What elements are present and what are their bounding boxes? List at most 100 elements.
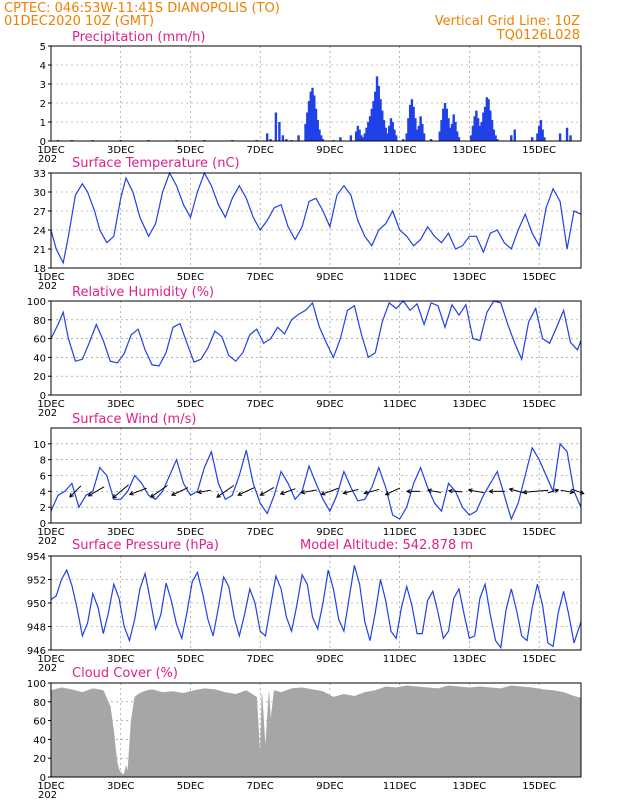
cloud-area bbox=[50, 685, 582, 778]
precip-ytick-label: 0 bbox=[40, 137, 46, 148]
temp-ytick-label: 24 bbox=[33, 226, 46, 237]
precip-bar bbox=[471, 125, 475, 141]
precip-bar bbox=[410, 99, 414, 141]
cloud-xtick-label: 9DEC bbox=[316, 781, 343, 792]
temp-xtick-label: 1DEC bbox=[37, 272, 64, 283]
wind-xtick-label: 13DEC bbox=[453, 527, 487, 538]
precip-bar bbox=[382, 120, 386, 141]
wind-arrow-shaft bbox=[343, 488, 359, 494]
precip-bar bbox=[408, 104, 412, 141]
precip-bar bbox=[415, 129, 419, 141]
cloud-ytick-label: 0 bbox=[40, 773, 46, 784]
precip-bar bbox=[407, 118, 410, 141]
precip-bar bbox=[269, 139, 272, 141]
rh-title: Relative Humidity (%) bbox=[72, 285, 214, 300]
precip-bar bbox=[487, 99, 490, 141]
temp-xtick-label: 11DEC bbox=[383, 272, 417, 283]
precip-xtick-label: 15DEC bbox=[522, 145, 556, 156]
wind-arrow-shaft bbox=[216, 485, 234, 498]
wind-arrow bbox=[216, 485, 234, 498]
pressure-xtick-label: 1DEC bbox=[37, 654, 64, 665]
rh-xtick-label: 11DEC bbox=[383, 399, 417, 410]
wind-arrow bbox=[196, 489, 212, 495]
precip-bar bbox=[281, 135, 285, 141]
precip-bar bbox=[297, 135, 300, 141]
wind-arrow-shaft bbox=[112, 484, 129, 499]
wind-arrow bbox=[149, 485, 168, 498]
precip-ytick-label: 2 bbox=[40, 99, 46, 110]
rh-ytick-label: 100 bbox=[27, 297, 46, 308]
pressure-xtick-label: 7DEC bbox=[247, 654, 274, 665]
wind-arrow bbox=[522, 489, 549, 495]
precip-bar bbox=[447, 118, 450, 141]
rh-xtick-label: 1DEC bbox=[37, 399, 64, 410]
wind-arrow bbox=[467, 488, 485, 494]
wind-xtick-label: 5DEC bbox=[177, 527, 204, 538]
wind-arrow bbox=[320, 487, 339, 496]
wind-arrow-head bbox=[69, 492, 74, 498]
precip-frame bbox=[50, 45, 582, 142]
wind-arrow-head bbox=[342, 490, 348, 495]
precip-bar bbox=[361, 137, 365, 141]
cloud-xtick-label: 3DEC bbox=[107, 781, 134, 792]
precip-bar bbox=[374, 91, 377, 141]
pressure-ytick-label: 952 bbox=[27, 576, 46, 587]
pressure-annotation: Model Altitude: 542.878 m bbox=[300, 538, 473, 553]
panels-group: Precipitation (mm/h) 0 1 2 3 4 5 1DEC 3DEC 5DEC 7D… bbox=[27, 30, 585, 800]
rh-xtick-label: 5DEC bbox=[177, 399, 204, 410]
precip-bar bbox=[401, 139, 405, 141]
precip-bar bbox=[314, 108, 318, 141]
temp-xtick-label: 15DEC bbox=[522, 272, 556, 283]
precip-bar bbox=[452, 114, 455, 141]
precip-bar bbox=[367, 122, 370, 141]
precip-bar bbox=[536, 133, 539, 141]
precip-bar bbox=[422, 133, 426, 141]
cloud-xtick-label: 7DEC bbox=[247, 781, 274, 792]
rh-ytick-label: 20 bbox=[33, 372, 46, 383]
header-run-time: 01DEC2020 10Z (GMT) bbox=[4, 14, 154, 29]
precip-bar bbox=[480, 122, 483, 141]
cloud-ytick-label: 100 bbox=[27, 679, 46, 690]
temp-xtick-label: 13DEC bbox=[453, 272, 487, 283]
wind-year-stub: 202 bbox=[38, 536, 57, 547]
wind-arrow-shaft bbox=[237, 487, 255, 496]
pressure-ytick-label: 954 bbox=[27, 552, 46, 563]
cloud-xtick-label: 5DEC bbox=[177, 781, 204, 792]
cloud-ytick-label: 20 bbox=[33, 754, 46, 765]
pressure-xtick-label: 9DEC bbox=[316, 654, 343, 665]
wind-arrow-shaft bbox=[301, 489, 317, 494]
precip-bar bbox=[490, 120, 494, 141]
precip-bar bbox=[537, 125, 541, 141]
cloud-xtick-label: 13DEC bbox=[453, 781, 487, 792]
precip-xtick-label: 5DEC bbox=[177, 145, 204, 156]
precip-bar bbox=[311, 87, 314, 141]
precip-bar bbox=[375, 76, 379, 141]
wind-arrow-head bbox=[508, 487, 514, 493]
wind-arrow bbox=[300, 489, 317, 495]
temp-ytick-label: 30 bbox=[33, 188, 46, 199]
precip-bar bbox=[356, 125, 360, 141]
wind-arrow bbox=[405, 488, 421, 494]
precip-bar bbox=[339, 137, 342, 141]
precip-bar bbox=[320, 135, 323, 141]
wind-arrow-head bbox=[447, 488, 453, 494]
pressure-xtick-label: 11DEC bbox=[383, 654, 417, 665]
wind-frame bbox=[50, 427, 582, 524]
precip-bar bbox=[454, 122, 457, 141]
header-grid-line: Vertical Grid Line: 10Z bbox=[435, 14, 580, 29]
precip-bar bbox=[274, 112, 278, 141]
rh-year-stub: 202 bbox=[38, 408, 57, 419]
precip-bar bbox=[456, 131, 459, 141]
wind-arrow-head bbox=[87, 492, 93, 497]
header-station: CPTEC: 046:53W-11:41S DIANOPOLIS (TO) bbox=[4, 1, 280, 16]
rh-ytick-label: 60 bbox=[33, 335, 46, 346]
pressure-xtick-label: 5DEC bbox=[177, 654, 204, 665]
temp-xtick-label: 7DEC bbox=[247, 272, 274, 283]
precip-xtick-label: 11DEC bbox=[383, 145, 417, 156]
precip-bar bbox=[391, 122, 394, 141]
wind-arrow-head bbox=[237, 491, 243, 496]
wind-xtick-label: 15DEC bbox=[522, 527, 556, 538]
wind-xtick-label: 9DEC bbox=[316, 527, 343, 538]
precip-xtick-label: 7DEC bbox=[247, 145, 274, 156]
wind-arrow-shaft bbox=[364, 488, 380, 494]
